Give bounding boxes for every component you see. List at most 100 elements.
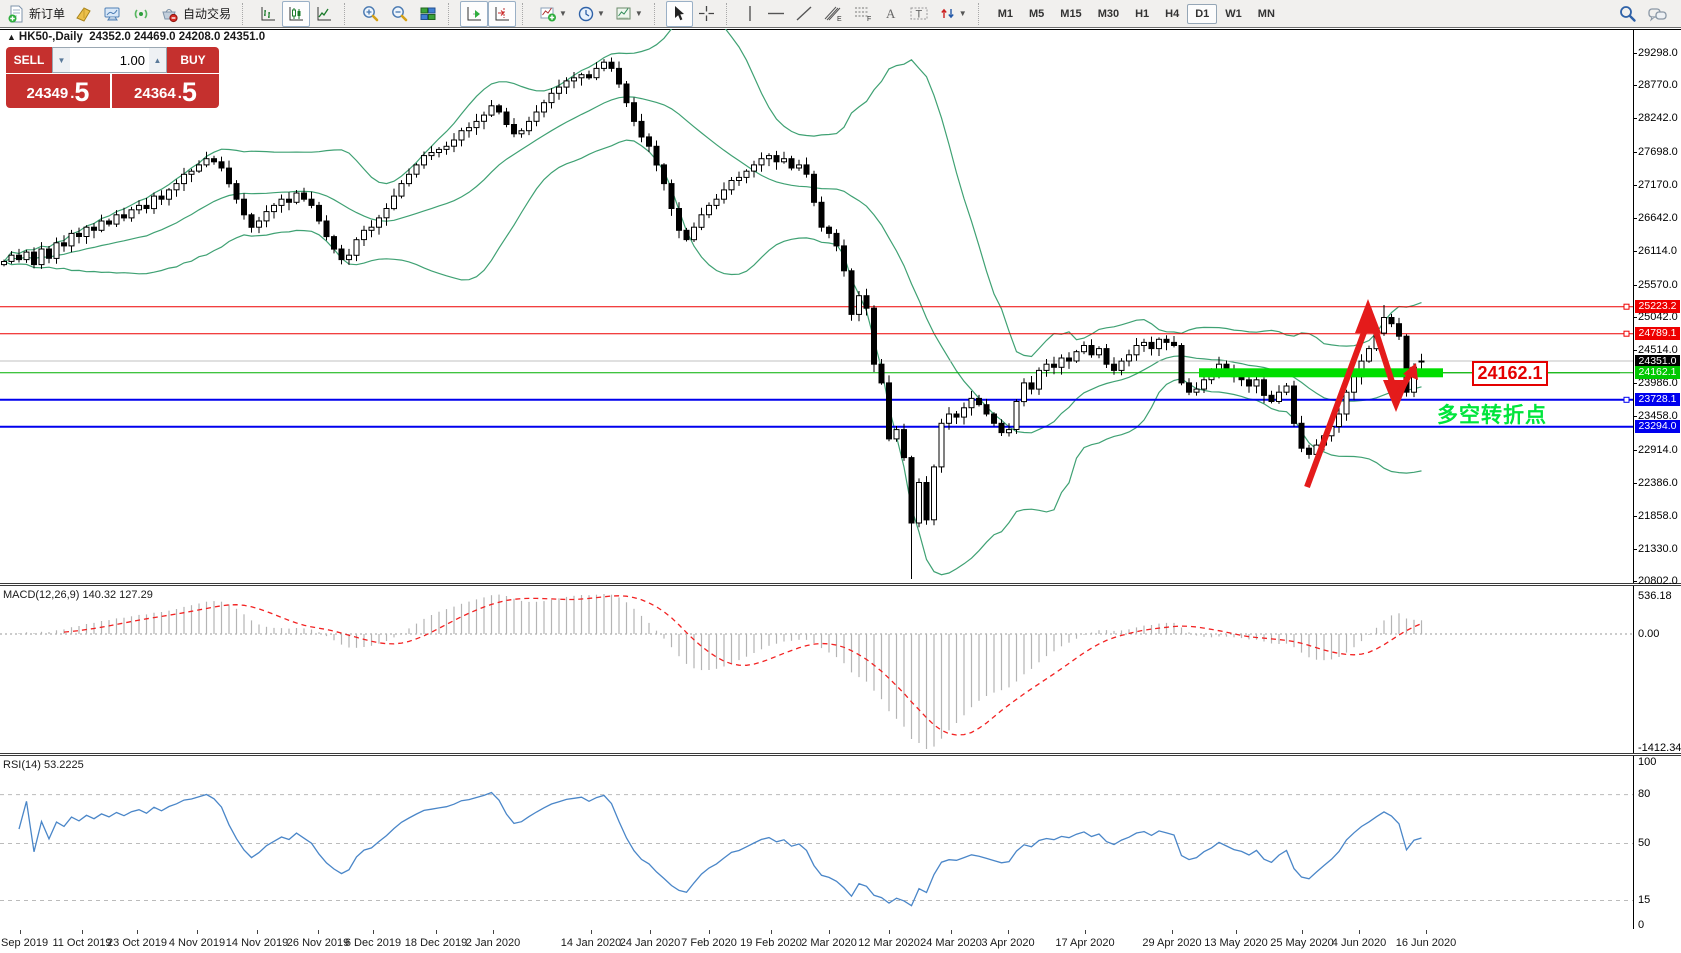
main-price-axis[interactable]: 29298.0 28770.0 28242.0 27698.0 27170.0 26642… xyxy=(1634,29,1681,587)
profiles-icon xyxy=(76,6,91,22)
rsi-splitter[interactable] xyxy=(0,753,1681,756)
profiles-button[interactable] xyxy=(70,1,98,27)
candle-body xyxy=(1148,341,1155,350)
sell-button[interactable]: SELL xyxy=(6,47,52,73)
candle-body xyxy=(1118,360,1125,371)
templates-icon xyxy=(616,7,631,19)
tf-h4[interactable]: H4 xyxy=(1165,7,1180,20)
candle-body xyxy=(1276,391,1282,403)
zoom-in-button[interactable] xyxy=(356,1,385,27)
trendline-button[interactable] xyxy=(790,1,818,27)
candle-body xyxy=(803,164,810,175)
candle-body xyxy=(1253,379,1260,387)
line-anchor-handle[interactable] xyxy=(1623,396,1630,403)
candle-body xyxy=(466,127,472,132)
candle-body xyxy=(166,189,172,200)
zigzag-arrow-segment[interactable] xyxy=(1304,325,1369,489)
periods-button[interactable]: ▼ xyxy=(572,1,610,27)
tf-h1[interactable]: H1 xyxy=(1135,7,1150,20)
line-anchor-handle[interactable] xyxy=(1623,303,1630,310)
candle-body xyxy=(788,158,795,169)
crosshair-button[interactable] xyxy=(693,1,720,27)
tf-m5[interactable]: M5 xyxy=(1029,7,1045,20)
indicators-button[interactable]: ▼ xyxy=(534,1,572,27)
macd-splitter[interactable] xyxy=(0,583,1681,586)
tf-m1[interactable]: M1 xyxy=(997,7,1013,20)
text-label-button[interactable]: T xyxy=(904,1,934,27)
tf-m30[interactable]: M30 xyxy=(1097,7,1120,20)
horizontal-line-button[interactable] xyxy=(762,1,790,27)
search-button[interactable] xyxy=(1613,1,1642,27)
tf-mn[interactable]: MN xyxy=(1257,7,1275,20)
buy-price[interactable]: 24364. 5 xyxy=(112,74,219,108)
tf-d1[interactable]: D1 xyxy=(1187,3,1218,24)
candle-body xyxy=(278,198,285,206)
vertical-line-button[interactable] xyxy=(738,1,762,27)
candle-body xyxy=(38,248,45,266)
auto-scroll-button[interactable] xyxy=(460,0,489,27)
date-tick xyxy=(1008,930,1009,934)
new-order-icon xyxy=(8,5,23,22)
equidistant-channel-button[interactable]: E xyxy=(818,1,848,27)
candle-body xyxy=(503,111,510,125)
tf-m15[interactable]: M15 xyxy=(1060,7,1082,20)
cursor-icon xyxy=(674,6,684,21)
volume-decrease-button[interactable]: ▼ xyxy=(53,48,70,72)
signals-button[interactable] xyxy=(127,1,155,27)
axis-tick xyxy=(1634,85,1637,87)
date-label: 4 Jun 2020 xyxy=(1331,937,1387,949)
macd-panel-svg[interactable] xyxy=(0,586,1681,753)
sell-price[interactable]: 24349. 5 xyxy=(6,74,110,108)
candle-body xyxy=(451,139,457,147)
candle-body xyxy=(518,130,525,135)
templates-button[interactable]: ▼ xyxy=(610,1,648,27)
line-chart-button[interactable] xyxy=(310,1,338,27)
candlestick-chart-button[interactable] xyxy=(282,0,311,27)
tf-w1[interactable]: W1 xyxy=(1225,7,1242,20)
arrows-button[interactable]: ▼ xyxy=(934,1,972,27)
fibonacci-button[interactable]: F xyxy=(848,1,878,27)
price-line-badge: 24789.1 xyxy=(1635,327,1680,341)
bar-chart-button[interactable] xyxy=(254,1,282,27)
volume-increase-button[interactable]: ▲ xyxy=(149,48,166,72)
date-tick xyxy=(1236,930,1237,934)
buy-button[interactable]: BUY xyxy=(167,47,219,73)
auto-trading-button[interactable]: 自动交易 xyxy=(155,1,236,27)
chart-shift-button[interactable] xyxy=(488,0,517,27)
date-label: 13 May 2020 xyxy=(1204,937,1268,949)
candle-body xyxy=(16,254,22,261)
support-zone-line[interactable] xyxy=(1199,368,1443,378)
rsi-panel-svg[interactable] xyxy=(0,756,1681,929)
zoom-out-button[interactable] xyxy=(385,1,414,27)
chat-icon xyxy=(1648,7,1667,22)
new-order-button[interactable]: 新订单 xyxy=(2,1,70,27)
terminal-button[interactable] xyxy=(98,1,127,27)
signals-icon xyxy=(134,8,148,19)
auto-trading-icon xyxy=(162,8,178,22)
candle-body xyxy=(826,226,832,234)
candle-body xyxy=(31,251,37,266)
date-tick xyxy=(257,930,258,934)
sell-price-dot: . xyxy=(70,85,75,102)
toolbar-separator xyxy=(344,2,351,25)
line-anchor-handle[interactable] xyxy=(1623,330,1630,337)
volume-input[interactable] xyxy=(70,48,149,72)
candle-body xyxy=(608,61,615,69)
candle-body xyxy=(61,242,67,247)
turning-point-annotation[interactable]: 多空转折点 xyxy=(1437,404,1547,427)
price-callout-label[interactable]: 24162.1 xyxy=(1472,361,1548,386)
tile-windows-button[interactable] xyxy=(414,1,442,27)
candle-body xyxy=(1006,429,1012,434)
rsi-line xyxy=(18,791,1422,907)
chat-button[interactable] xyxy=(1642,1,1673,27)
cursor-button[interactable] xyxy=(665,0,693,27)
zigzag-arrow-segment[interactable] xyxy=(1365,306,1396,386)
macd-axis[interactable]: 536.18 0.00 -1412.34 xyxy=(1634,586,1681,754)
rsi-axis[interactable]: 100 80 50 15 0 xyxy=(1634,756,1681,931)
candle-body xyxy=(676,208,682,231)
date-tick xyxy=(1172,930,1173,934)
date-label: 23 Oct 2019 xyxy=(107,937,167,949)
text-button[interactable]: A xyxy=(878,1,904,27)
main-chart-svg[interactable] xyxy=(0,29,1681,583)
